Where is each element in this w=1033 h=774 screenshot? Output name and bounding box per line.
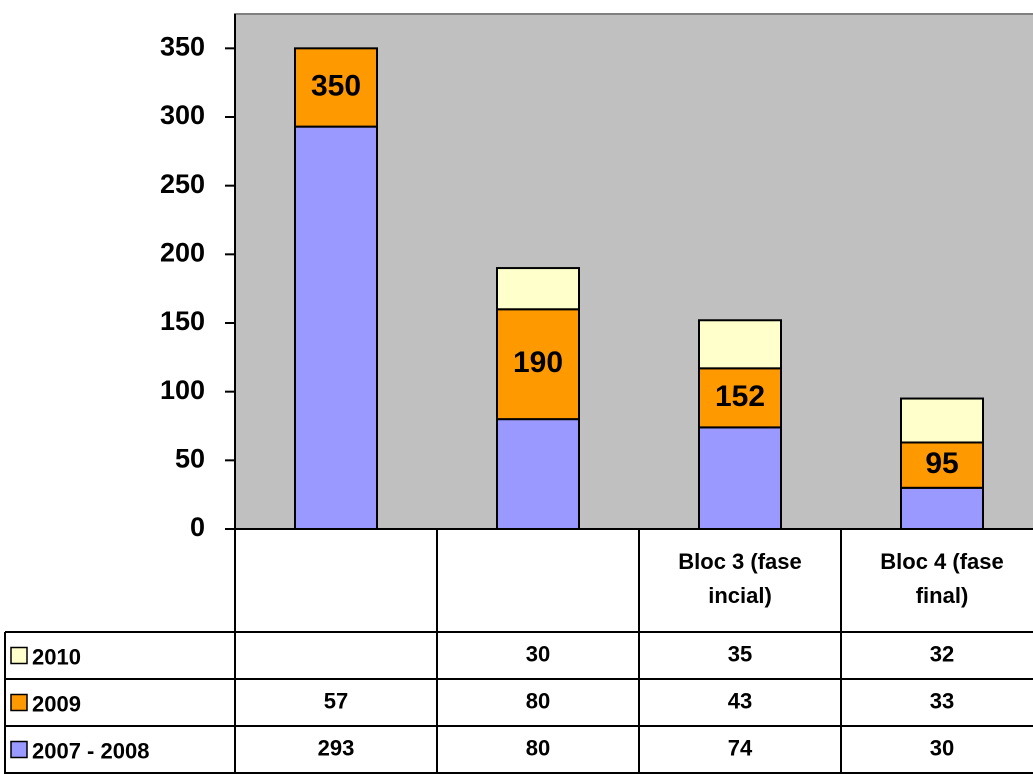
total-label: 350 bbox=[311, 69, 361, 102]
bar-segment bbox=[496, 418, 580, 530]
table-value: 30 bbox=[930, 735, 954, 760]
legend-key bbox=[10, 646, 28, 665]
legend-label: 2007 - 2008 bbox=[32, 738, 149, 763]
category-label: Bloc 4 (fase final) bbox=[880, 549, 1004, 608]
y-tick-label: 250 bbox=[160, 169, 205, 199]
bar-segment bbox=[698, 367, 782, 429]
total-label: 95 bbox=[925, 447, 958, 480]
y-tick-label: 300 bbox=[160, 100, 205, 130]
legend-key bbox=[10, 693, 28, 712]
bar-segment bbox=[900, 397, 984, 444]
y-tick-label: 150 bbox=[160, 306, 205, 336]
bar-segment bbox=[496, 267, 580, 311]
y-tick-label: 200 bbox=[160, 237, 205, 267]
table-value: 30 bbox=[526, 641, 550, 666]
table-value: 43 bbox=[728, 688, 752, 713]
legend-label: 2010 bbox=[32, 644, 81, 669]
legend-key bbox=[10, 740, 28, 759]
table-value: 80 bbox=[526, 735, 550, 760]
y-tick-label: 350 bbox=[160, 31, 205, 61]
table-value: 57 bbox=[324, 688, 348, 713]
category-label: Bloc 3 (fase incial) bbox=[678, 549, 802, 608]
bar-segment bbox=[900, 441, 984, 489]
bar-segment bbox=[900, 486, 984, 530]
bar-segment bbox=[294, 125, 378, 530]
y-tick-label: 0 bbox=[190, 512, 205, 542]
bar-segment bbox=[698, 426, 782, 530]
table-value: 293 bbox=[318, 735, 355, 760]
table-value: 74 bbox=[728, 735, 753, 760]
legend-label: 2009 bbox=[32, 691, 81, 716]
y-tick-label: 50 bbox=[175, 443, 205, 473]
table-value: 33 bbox=[930, 688, 954, 713]
total-label: 152 bbox=[715, 380, 765, 413]
bar-segment bbox=[294, 47, 378, 128]
table-value: 32 bbox=[930, 641, 954, 666]
y-tick-label: 100 bbox=[160, 375, 205, 405]
bar-segment bbox=[698, 319, 782, 370]
table-value: 35 bbox=[728, 641, 752, 666]
bar-segment bbox=[496, 308, 580, 421]
total-label: 190 bbox=[513, 346, 563, 379]
table-value: 80 bbox=[526, 688, 550, 713]
